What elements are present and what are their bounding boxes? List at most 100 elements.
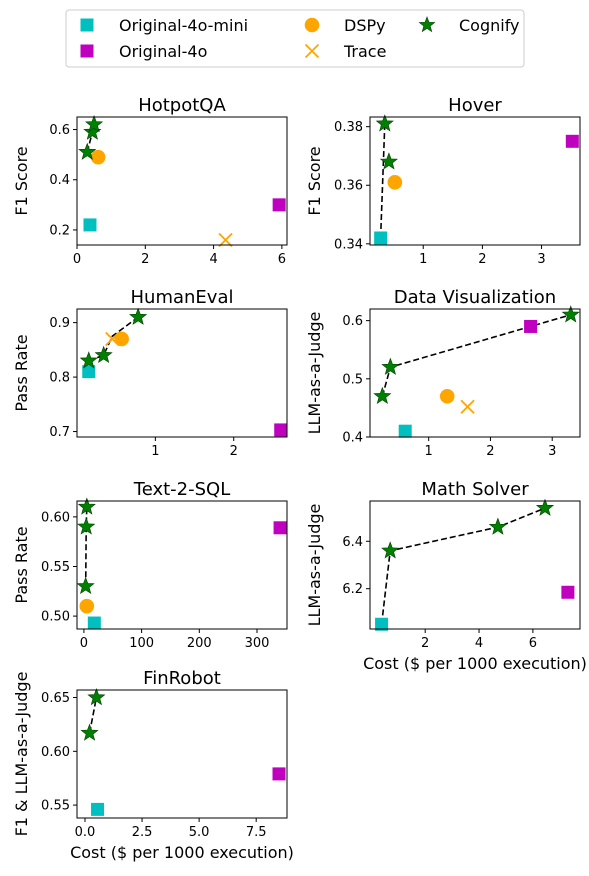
orig_mini-point [83,218,97,232]
x-tick-label: 1 [151,444,159,459]
panel-data-visualization: Data Visualization 1 2 3 0.4 0.5 0.6 LLM-as-a-J… [305,287,581,459]
cognify-point [375,114,394,132]
trace-point [105,331,120,347]
trace-marker-stroke [460,399,475,414]
x-tick-label: 6 [278,252,286,267]
cognify-legend-marker [418,16,436,33]
x-tick-label: 200 [187,636,212,651]
trace-marker-stroke [105,331,120,347]
axes-frame [76,500,288,630]
panel-humaneval: HumanEval 1 2 0.7 0.8 0.9 Pass Rate [12,287,288,459]
cognify-point [94,345,113,364]
y-tick-label: 0.60 [41,510,70,525]
y-tick-label: 0.55 [41,799,70,814]
cognify-point [77,517,96,535]
legend-item-orig_4o: Original-4o [80,42,207,61]
y-tick-label: 0.2 [49,223,70,238]
orig_4o-point [273,521,287,535]
legend-label: Original-4o [119,42,207,61]
cognify-point [85,114,104,133]
y-axis-label: Pass Rate [12,334,31,411]
y-tick-label: 0.38 [334,120,363,135]
y-tick-label: 0.4 [342,431,363,446]
y-tick-label: 6.2 [342,582,363,597]
axes-frame [76,689,288,819]
panel-title: Text-2-SQL [133,479,230,500]
panel-math-solver: Math Solver 2 4 6 6.2 6.4 LLM-as-a-Judge Cost (… [305,479,587,673]
dspy-point [79,598,95,614]
x-tick-label: 100 [129,636,154,651]
panel-title: HotpotQA [138,95,226,116]
x-tick-label: 2 [141,252,149,267]
legend-item-dspy: DSPy [304,16,386,35]
x-tick-label: 0 [80,636,88,651]
y-tick-label: 0.36 [334,179,363,194]
legend-item-cognify: Cognify [418,16,520,35]
cognify-frontier-line [380,507,546,625]
y-axis-label: F1 Score [305,146,324,215]
axes-frame [76,308,288,438]
trace-point [218,232,233,248]
y-axis-label: LLM-as-a-Judge [305,504,324,627]
axes-frame [369,116,581,246]
dspy-point [387,175,403,190]
y-axis-label: F1 & LLM-as-a-Judge [12,672,31,837]
panel-hotpotqa: HotpotQA 0 2 4 6 0.2 0.4 0.6 F1 Score [12,95,288,267]
x-tick-label: 3 [537,252,545,267]
trace-legend-marker [304,43,320,59]
cognify-point [76,576,95,595]
x-tick-label: 1 [419,252,427,267]
dspy-point [90,149,106,165]
dspy-point [439,388,455,404]
trace-point [460,399,475,414]
orig_mini-point [374,231,388,245]
cognify-point [381,541,400,559]
y-axis-label: LLM-as-a-Judge [305,312,324,435]
panel-title: FinRobot [143,668,221,689]
orig_4o-point [274,423,288,437]
x-axis-label: Cost ($ per 1000 execution) [70,843,294,862]
dspy-legend-marker [304,17,320,33]
cognify-point [87,687,106,706]
y-tick-label: 0.60 [41,745,70,760]
orig_4o-point [565,134,579,148]
cognify-point [80,723,99,741]
legend-label: Cognify [459,16,520,35]
cognify-point [381,357,400,375]
x-tick-label: 3 [548,444,556,459]
orig_mini-point [82,365,96,379]
cognify-point [78,142,97,160]
legend: Original-4o-mini Original-4o DSPy Trace Cogn… [65,9,525,68]
x-tick-label: 0.0 [75,825,96,840]
x-tick-label: 6 [529,636,537,651]
panel-text-2-sql: Text-2-SQL 0 100 200 300 0.50 0.55 0.60 Pass Rat… [12,479,288,651]
cognify-point [561,305,580,323]
x-tick-label: 2 [486,444,494,459]
orig_mini-point [398,424,412,438]
axes-frame [76,116,288,246]
x-tick-label: 1 [425,444,433,459]
x-tick-label: 2 [230,444,238,459]
orig_4o-point [272,198,286,212]
legend-label: Original-4o-mini [119,16,248,35]
x-tick-label: 4 [209,252,217,267]
chart-panels: HotpotQA 0 2 4 6 0.2 0.4 0.6 F1 Score Hover 1 2 3 0.3… [12,95,587,862]
legend-label: Trace [343,42,386,61]
axes-frame [369,500,581,630]
cognify-point [535,498,555,516]
orig_4o-legend-marker [80,44,94,58]
y-tick-label: 0.65 [41,691,70,706]
y-tick-label: 0.6 [49,123,70,138]
legend-item-trace: Trace [304,42,386,61]
orig_mini-point [375,617,389,631]
cognify-point [79,351,98,369]
cognify-frontier-line [381,314,571,397]
panel-finrobot: FinRobot 0.0 2.5 5.0 7.5 0.55 0.60 0.65 F1 & LLM… [12,668,294,862]
x-tick-label: 7.5 [246,825,267,840]
cognify-point [373,386,392,404]
x-tick-label: 4 [475,636,483,651]
y-tick-label: 0.55 [41,560,70,575]
legend-label: DSPy [344,16,386,35]
y-tick-label: 0.34 [334,237,363,252]
panel-title: Hover [448,95,502,116]
